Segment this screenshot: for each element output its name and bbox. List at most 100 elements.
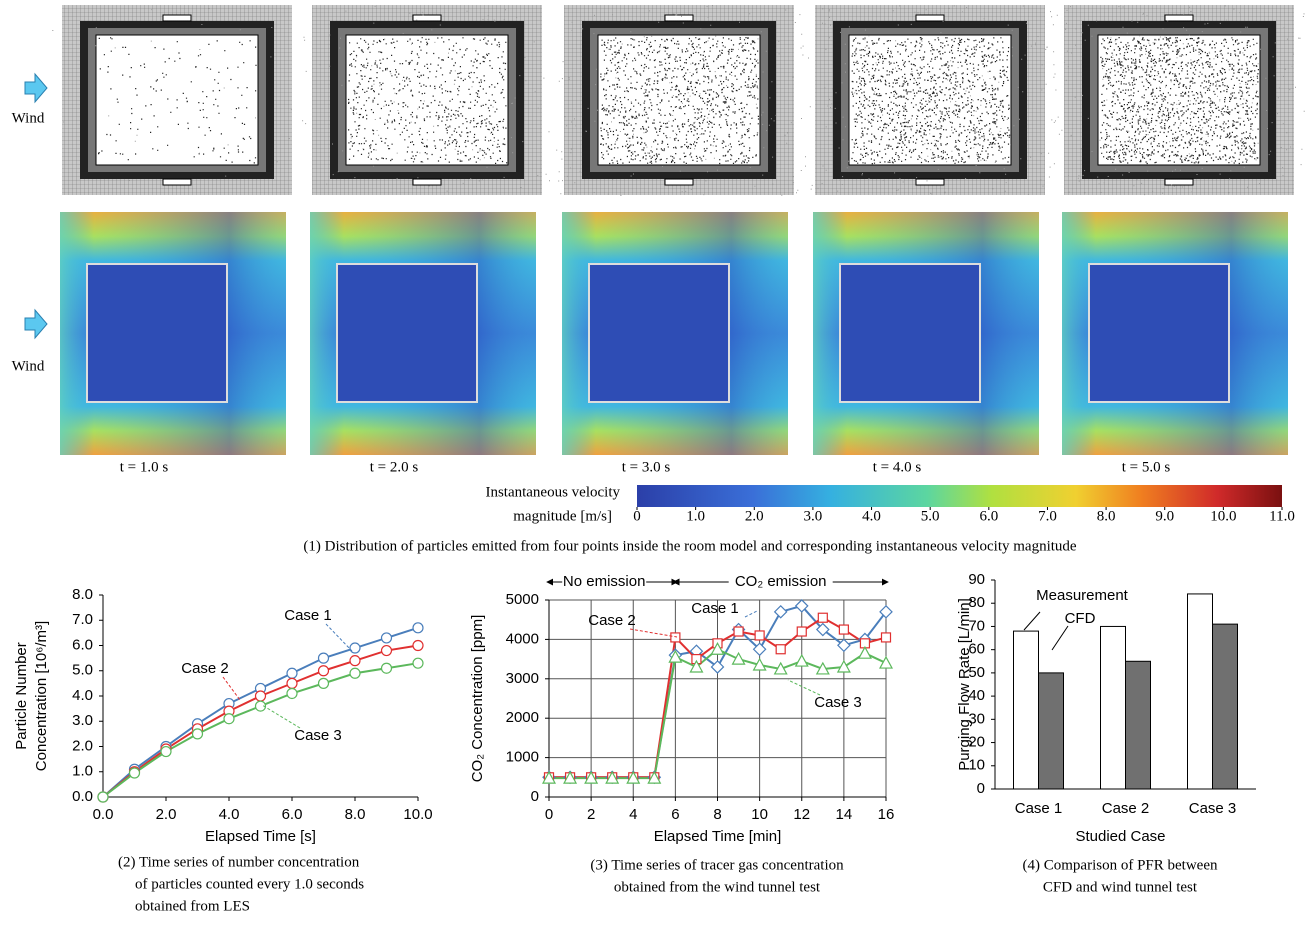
y-tick-label: 6.0 xyxy=(72,636,93,653)
opening xyxy=(162,178,192,186)
colorbar xyxy=(637,485,1282,507)
y-tick-label: 10 xyxy=(968,757,985,774)
x-axis-label: Elapsed Time [s] xyxy=(205,828,316,845)
marker xyxy=(796,626,807,637)
y-tick-label: 7.0 xyxy=(72,611,93,628)
y-tick-label: 30 xyxy=(968,710,985,727)
colorbar-tick-label: 2.0 xyxy=(745,508,764,524)
marker xyxy=(380,644,393,657)
colorbar-tick-label: 7.0 xyxy=(1038,508,1057,524)
y-tick-label: 70 xyxy=(968,617,985,634)
y-tick-label: 2000 xyxy=(506,709,539,726)
x-tick-label: 14 xyxy=(836,806,853,823)
particles xyxy=(1100,37,1259,165)
opening xyxy=(664,178,694,186)
particle-image xyxy=(556,5,804,196)
colorbar-tick-label: 1.0 xyxy=(686,508,705,524)
callout xyxy=(325,623,353,652)
wind-label: Wind xyxy=(12,110,45,126)
x-tick-label: 8 xyxy=(713,806,721,823)
y-tick-label: 5000 xyxy=(506,591,539,608)
marker xyxy=(286,677,298,689)
y-tick-label: 8.0 xyxy=(72,586,93,603)
opening xyxy=(1164,178,1194,186)
series-label: Case 2 xyxy=(588,612,636,629)
time-label: t = 1.0 s xyxy=(120,459,169,475)
x-tick-label: 0 xyxy=(545,806,553,823)
caption: obtained from LES xyxy=(135,898,250,914)
series-label: Case 1 xyxy=(691,600,739,617)
room-field xyxy=(839,263,981,403)
y-tick-label: 1.0 xyxy=(72,763,93,780)
marker xyxy=(349,667,361,679)
particle-image xyxy=(1054,5,1305,196)
caption: obtained from the wind tunnel test xyxy=(614,879,821,895)
marker xyxy=(752,642,767,657)
y-tick-label: 1000 xyxy=(506,749,539,766)
wind-label: Wind xyxy=(12,358,45,374)
annotation: No emission xyxy=(563,573,646,590)
y-tick-label: 3.0 xyxy=(72,712,93,729)
caption: (1) Distribution of particles emitted fr… xyxy=(303,538,1077,554)
y-tick-label: 40 xyxy=(968,687,985,704)
room xyxy=(848,34,1012,166)
series-label: Case 3 xyxy=(814,694,862,711)
caption: of particles counted every 1.0 seconds xyxy=(135,876,364,892)
marker xyxy=(754,630,765,641)
colorbar-tick-label: 11.0 xyxy=(1269,508,1295,524)
opening xyxy=(412,14,442,22)
caption: CFD and wind tunnel test xyxy=(1043,879,1198,895)
marker xyxy=(349,655,361,667)
bar xyxy=(1100,625,1126,790)
y-axis-label: Particle Number xyxy=(13,642,30,750)
bar xyxy=(1125,660,1151,790)
x-tick-label: 6.0 xyxy=(282,806,303,823)
marker xyxy=(223,713,235,725)
legend-callout xyxy=(1051,625,1069,651)
y-tick-label: 4000 xyxy=(506,630,539,647)
room-field xyxy=(588,263,730,403)
bar xyxy=(1212,623,1238,790)
x-tick-label: Case 1 xyxy=(1015,800,1063,817)
particle-image xyxy=(302,5,550,195)
y-tick-label: 0 xyxy=(531,788,539,805)
y-tick-label: 5.0 xyxy=(72,662,93,679)
time-label: t = 5.0 s xyxy=(1122,459,1171,475)
velocity-image xyxy=(310,212,536,455)
bar xyxy=(1013,630,1039,790)
series-label: Case 1 xyxy=(284,607,332,624)
series-line xyxy=(102,626,419,798)
y-tick-label: 0.0 xyxy=(72,788,93,805)
y-axis-label: CO₂ Concentration [ppm] xyxy=(469,615,486,783)
velocity-image xyxy=(60,212,286,455)
caption: (2) Time series of number concentration xyxy=(118,854,360,870)
colorbar-tick-label: 4.0 xyxy=(862,508,881,524)
room-field xyxy=(1088,263,1230,403)
y-tick-label: 80 xyxy=(968,594,985,611)
x-tick-label: 8.0 xyxy=(345,806,366,823)
x-tick-label: 2.0 xyxy=(156,806,177,823)
marker xyxy=(775,644,786,655)
room-field xyxy=(86,263,228,403)
y-tick-label: 50 xyxy=(968,664,985,681)
marker xyxy=(710,660,725,674)
x-tick-label: 4.0 xyxy=(219,806,240,823)
callout xyxy=(744,610,758,618)
wind-arrows xyxy=(24,72,48,340)
marker xyxy=(317,677,330,689)
colorbar-tick-label: 3.0 xyxy=(804,508,823,524)
marker xyxy=(838,624,849,635)
marker xyxy=(349,642,361,654)
colorbar-label: Instantaneous velocity xyxy=(485,484,620,500)
marker xyxy=(191,728,204,740)
x-tick-label: 2 xyxy=(587,806,595,823)
x-tick-label: 0.0 xyxy=(93,806,114,823)
marker xyxy=(412,657,424,669)
marker xyxy=(689,659,704,673)
marker xyxy=(857,645,872,659)
marker xyxy=(773,661,788,675)
marker xyxy=(668,649,683,663)
marker xyxy=(752,657,767,671)
callout xyxy=(222,676,241,701)
marker xyxy=(733,626,744,637)
